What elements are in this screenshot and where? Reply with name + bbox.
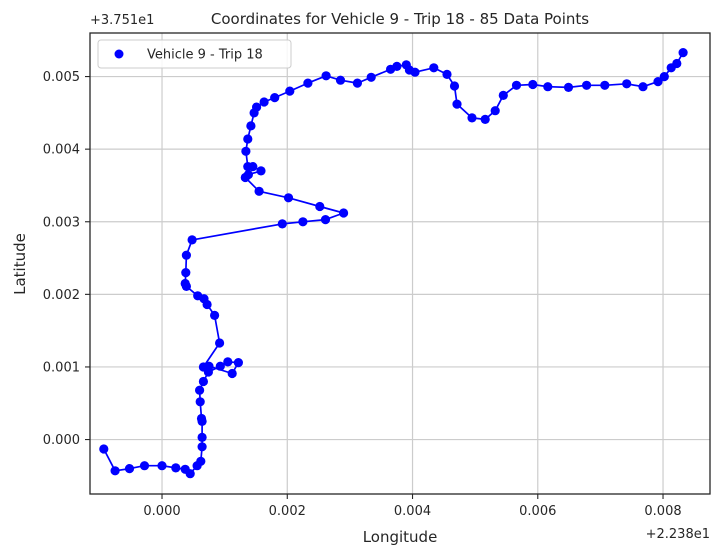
- data-point: [638, 82, 648, 92]
- data-point: [600, 80, 610, 90]
- data-point: [498, 90, 508, 100]
- data-point: [223, 357, 233, 367]
- data-point: [181, 268, 191, 278]
- x-ticks: 0.000 0.002 0.004 0.006 0.008: [143, 494, 682, 519]
- data-point: [303, 78, 313, 88]
- data-point: [480, 114, 490, 124]
- data-point: [320, 215, 331, 225]
- data-point: [283, 193, 294, 203]
- plot-frame: [89, 32, 711, 495]
- y-tick-label: 0.001: [43, 360, 80, 375]
- data-point: [195, 385, 205, 395]
- y-tick-label: 0.002: [43, 288, 80, 303]
- data-point: [181, 250, 191, 260]
- data-point: [252, 102, 262, 112]
- data-point: [185, 469, 195, 479]
- data-point: [449, 81, 460, 91]
- data-point: [243, 170, 253, 180]
- chart-title: Coordinates for Vehicle 9 - Trip 18 - 85…: [211, 10, 589, 28]
- data-point: [442, 69, 452, 79]
- x-tick-label: 0.008: [644, 504, 681, 519]
- y-tick-label: 0.004: [43, 143, 80, 158]
- data-point: [653, 77, 663, 87]
- data-point: [410, 67, 420, 77]
- data-point: [139, 461, 150, 471]
- data-point: [511, 80, 522, 90]
- data-point: [298, 217, 308, 227]
- legend-box: [97, 39, 292, 69]
- data-point: [198, 376, 208, 387]
- data-point: [198, 362, 208, 372]
- data-point: [157, 461, 167, 471]
- data-point: [243, 162, 253, 172]
- data-point: [335, 75, 346, 85]
- data-point: [187, 235, 197, 245]
- data-point: [429, 63, 439, 73]
- data-point: [259, 97, 269, 107]
- x-tick-label: 0.006: [519, 504, 556, 519]
- data-point: [339, 208, 349, 218]
- series-layer: [99, 48, 688, 479]
- data-point: [582, 80, 592, 90]
- data-point: [678, 48, 688, 58]
- data-point: [196, 413, 207, 424]
- x-axis-label: Longitude: [363, 528, 438, 546]
- data-point: [110, 466, 120, 476]
- y-tick-label: 0.000: [43, 433, 80, 448]
- data-point: [622, 79, 632, 89]
- data-point: [197, 432, 207, 442]
- y-axis-label: Latitude: [11, 233, 29, 295]
- data-point: [563, 82, 574, 92]
- legend: Vehicle 9 - Trip 18: [97, 39, 292, 69]
- legend-marker: [114, 49, 124, 59]
- data-point: [243, 134, 253, 144]
- y-offset-label: +3.751e1: [90, 13, 154, 28]
- x-tick-label: 0.000: [143, 504, 180, 519]
- data-point: [270, 93, 280, 103]
- data-point: [321, 71, 331, 81]
- series-line: [103, 52, 684, 475]
- data-point: [197, 442, 207, 452]
- data-point: [543, 82, 553, 92]
- x-tick-label: 0.004: [394, 504, 431, 519]
- data-point: [227, 368, 237, 379]
- data-point: [366, 72, 376, 82]
- data-point: [490, 106, 500, 116]
- y-ticks: 0.000 0.001 0.002 0.003 0.004 0.005: [43, 70, 90, 448]
- data-point: [528, 79, 538, 90]
- data-point: [99, 444, 109, 454]
- data-point: [254, 186, 264, 196]
- data-point: [241, 146, 251, 156]
- data-point: [246, 121, 256, 131]
- x-offset-label: +2.238e1: [646, 527, 710, 542]
- legend-label: Vehicle 9 - Trip 18: [147, 48, 263, 63]
- data-point: [215, 338, 225, 348]
- data-point: [196, 456, 206, 466]
- grid: [90, 33, 710, 494]
- data-point: [672, 58, 682, 69]
- data-point: [467, 113, 477, 123]
- data-point: [392, 61, 402, 71]
- y-tick-label: 0.005: [43, 70, 80, 85]
- y-tick-label: 0.003: [43, 215, 80, 230]
- data-point: [193, 291, 203, 301]
- data-point: [215, 361, 225, 371]
- data-point: [195, 397, 205, 407]
- data-point: [210, 310, 220, 320]
- data-point: [180, 278, 190, 289]
- x-tick-label: 0.002: [269, 504, 306, 519]
- data-point: [233, 358, 243, 368]
- data-point: [256, 166, 266, 176]
- data-point: [171, 463, 181, 473]
- data-point: [659, 72, 669, 82]
- data-point: [285, 86, 295, 96]
- data-point: [452, 99, 462, 109]
- data-point: [352, 78, 362, 88]
- data-point: [277, 219, 287, 229]
- data-point: [124, 464, 135, 474]
- data-point: [315, 201, 325, 212]
